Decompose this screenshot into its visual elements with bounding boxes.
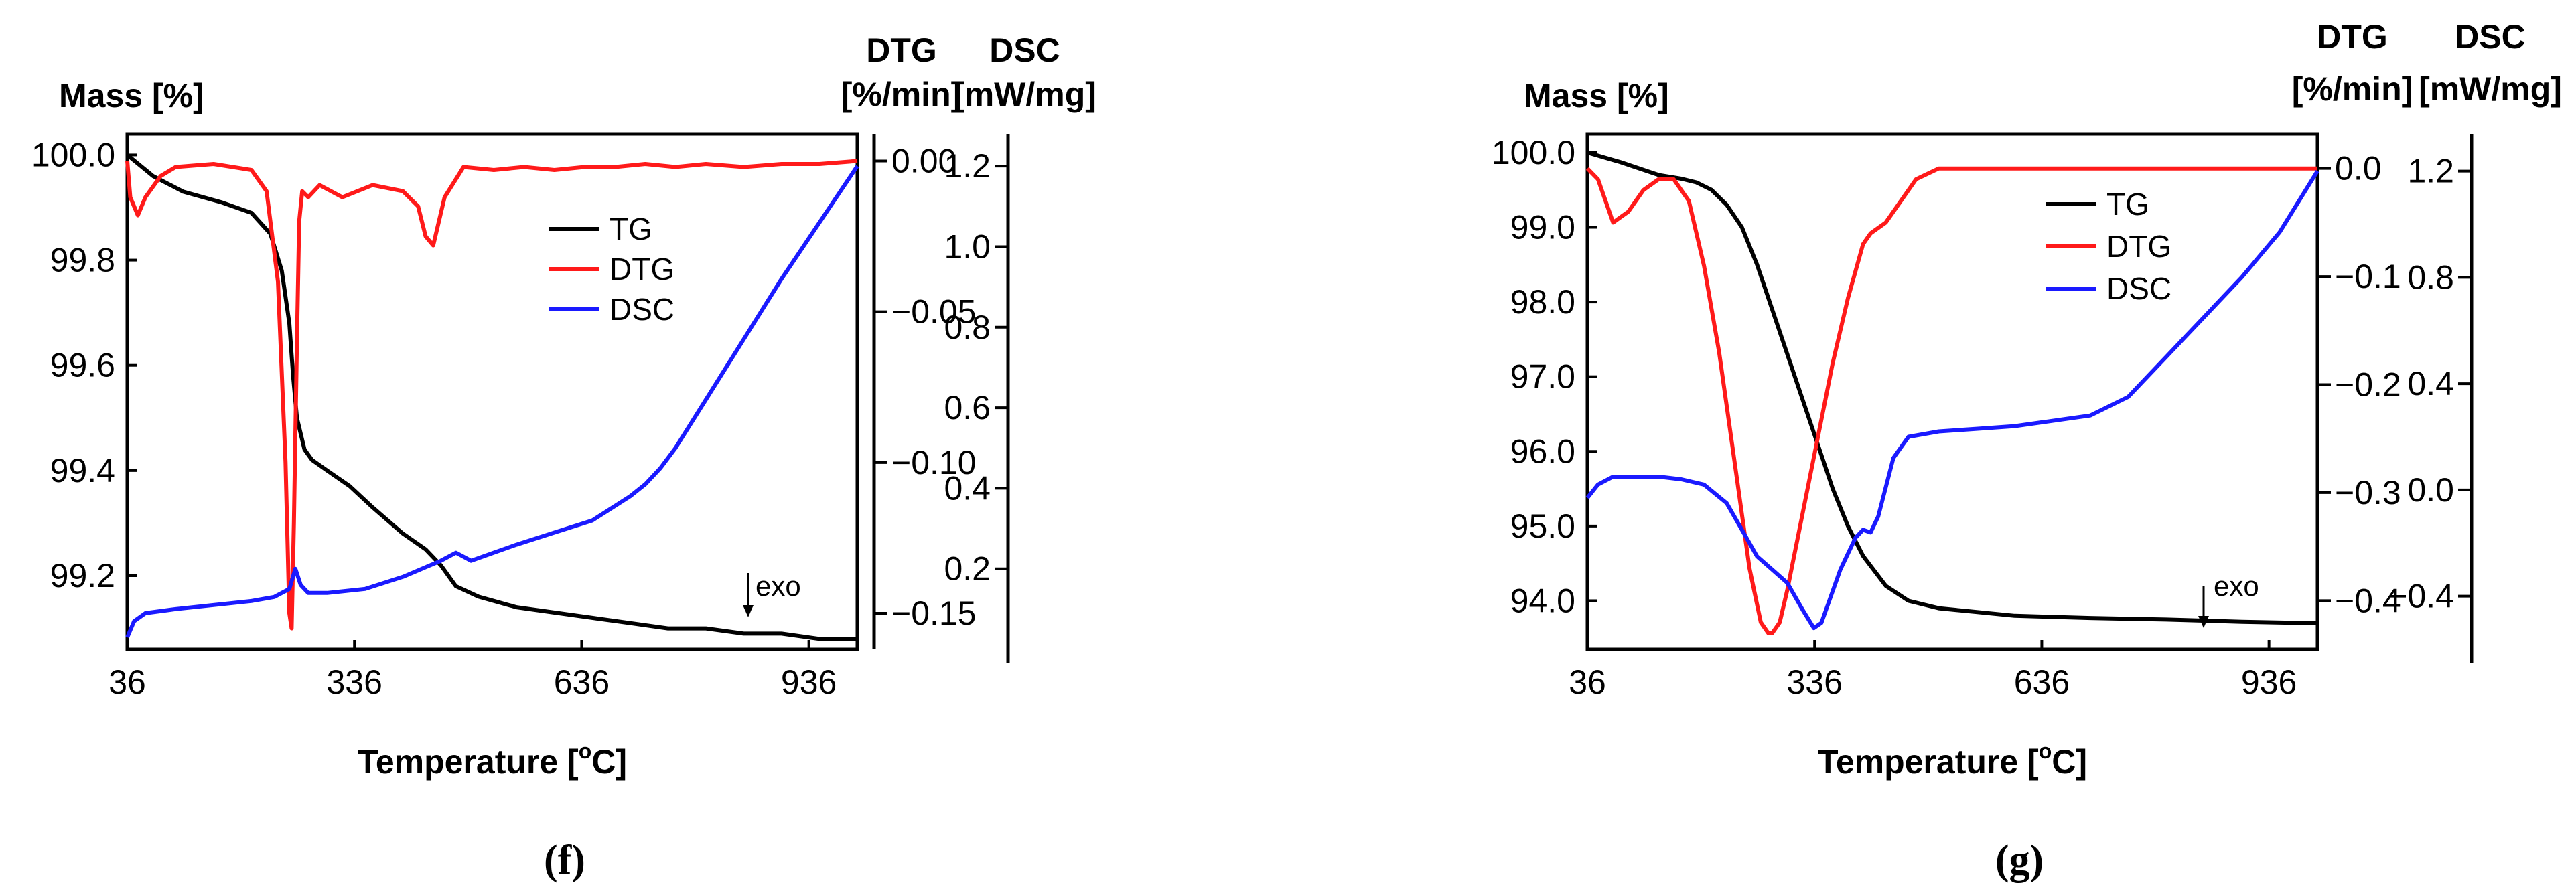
chart-panel-f: 36 336 636 936 100.0 99.8 99.6 99.4 99.2 0.00 −0…	[31, 31, 1096, 883]
dtg-axis-unit: [%/min]	[2292, 70, 2413, 108]
dtg-tick-label: 0.0	[2335, 150, 2382, 187]
dsc-tick-label: 0.8	[2407, 258, 2454, 296]
series-dtg-line	[1585, 166, 2317, 635]
dtg-tick-label: −0.1	[2335, 258, 2401, 295]
x-tick-label: 336	[326, 663, 382, 701]
dsc-axis-unit: [mW/mg]	[2419, 70, 2562, 108]
mass-tick-label: 98.0	[1510, 283, 1575, 321]
x-tick-label: 36	[109, 663, 146, 701]
data-curves	[125, 153, 859, 641]
dsc-tick-label: 1.2	[944, 147, 991, 185]
mass-tick-label: 94.0	[1510, 582, 1575, 619]
x-tick-label: 936	[781, 663, 837, 701]
dsc-axis-ticks: 1.2 0.8 0.4 0.0 −0.4	[2388, 153, 2472, 615]
mass-axis-ticks: 100.0 99.0 98.0 97.0 96.0 95.0 94.0	[1492, 134, 1597, 619]
dtg-axis-title: DTG	[866, 31, 937, 69]
legend: TG DTG DSC	[549, 212, 674, 327]
mass-tick-label: 100.0	[1492, 134, 1575, 171]
mass-tick-label: 95.0	[1510, 507, 1575, 545]
exo-annotation: exo	[743, 570, 801, 617]
series-dsc-line	[1585, 170, 2319, 631]
x-tick-label: 336	[1786, 663, 1842, 701]
dsc-tick-label: 0.4	[944, 469, 991, 507]
mass-tick-label: 99.6	[50, 347, 115, 384]
plot-frame	[1585, 132, 2319, 651]
x-tick-label: 36	[1569, 663, 1606, 701]
dsc-tick-label: 0.2	[944, 550, 991, 588]
dtg-axis-unit: [%/min]	[841, 76, 962, 113]
exo-arrow-head	[743, 605, 754, 617]
dtg-tick-label: −0.3	[2335, 474, 2401, 511]
data-curves	[1585, 151, 2319, 635]
legend: TG DTG DSC	[2046, 187, 2171, 306]
dsc-tick-label: 0.4	[2407, 365, 2454, 402]
dtg-tick-label: −0.05	[891, 293, 977, 331]
series-tg-line	[1587, 151, 2318, 625]
mass-axis-title: Mass [%]	[1524, 77, 1669, 114]
mass-tick-label: 96.0	[1510, 432, 1575, 470]
mass-tick-label: 99.0	[1510, 208, 1575, 246]
mass-tick-label: 100.0	[31, 136, 115, 173]
x-axis-title: Temperature [oC]	[358, 739, 627, 781]
exo-arrow-head	[2198, 616, 2209, 628]
dsc-tick-label: 1.0	[944, 228, 991, 265]
legend-label-tg: TG	[2106, 187, 2149, 222]
dsc-tick-label: 0.8	[944, 309, 991, 346]
plot-frame	[125, 132, 859, 651]
dsc-axis-title: DSC	[989, 31, 1060, 69]
chart-panel-g: 36 336 636 936 100.0 99.0 98.0 97.0 96.0 95.0 94.…	[1492, 18, 2562, 883]
mass-tick-label: 99.8	[50, 242, 115, 279]
legend-label-dtg: DTG	[610, 252, 674, 287]
dtg-tick-label: −0.15	[891, 594, 977, 632]
exo-label: exo	[756, 570, 801, 602]
x-tick-label: 636	[2014, 663, 2070, 701]
exo-annotation: exo	[2198, 570, 2259, 628]
legend-label-dsc: DSC	[610, 292, 674, 327]
x-ticks: 36 336 636 936	[1569, 640, 2297, 701]
dsc-tick-label: −0.4	[2388, 578, 2454, 615]
mass-tick-label: 99.4	[50, 452, 115, 489]
dtg-tick-label: −0.4	[2335, 582, 2401, 619]
dtg-tick-label: −0.10	[891, 444, 977, 481]
series-dtg-line	[125, 159, 858, 631]
dtg-axis-ticks: 0.00 −0.05 −0.10 −0.15	[874, 143, 977, 632]
dtg-axis-title: DTG	[2317, 18, 2388, 56]
panel-label-g: (g)	[1995, 837, 2044, 883]
mass-tick-label: 97.0	[1510, 358, 1575, 396]
legend-label-dtg: DTG	[2106, 229, 2171, 264]
dsc-tick-label: 0.0	[2407, 471, 2454, 509]
exo-label: exo	[2214, 570, 2259, 602]
dtg-axis-ticks: 0.0 −0.1 −0.2 −0.3 −0.4	[2317, 150, 2401, 619]
series-dsc-line	[125, 165, 859, 639]
dsc-axis-title: DSC	[2455, 18, 2526, 56]
x-ticks: 36 336 636 936	[109, 640, 837, 701]
mass-tick-label: 99.2	[50, 557, 115, 594]
panel-label-f: (f)	[544, 837, 585, 883]
legend-label-tg: TG	[610, 212, 652, 246]
x-tick-label: 636	[554, 663, 610, 701]
mass-axis-ticks: 100.0 99.8 99.6 99.4 99.2	[31, 136, 137, 594]
x-tick-label: 936	[2241, 663, 2297, 701]
legend-label-dsc: DSC	[2106, 271, 2171, 306]
dsc-tick-label: 0.6	[944, 389, 991, 426]
mass-axis-title: Mass [%]	[59, 77, 204, 114]
x-axis-title: Temperature [oC]	[1818, 739, 2087, 781]
dsc-tick-label: 1.2	[2407, 153, 2454, 190]
dtg-tick-label: 0.00	[891, 143, 956, 180]
series-tg-line	[126, 153, 857, 641]
dtg-tick-label: −0.2	[2335, 366, 2401, 404]
dsc-axis-unit: [mW/mg]	[953, 76, 1096, 113]
dsc-axis-ticks: 1.2 1.0 0.8 0.6 0.4 0.2	[944, 147, 1008, 588]
